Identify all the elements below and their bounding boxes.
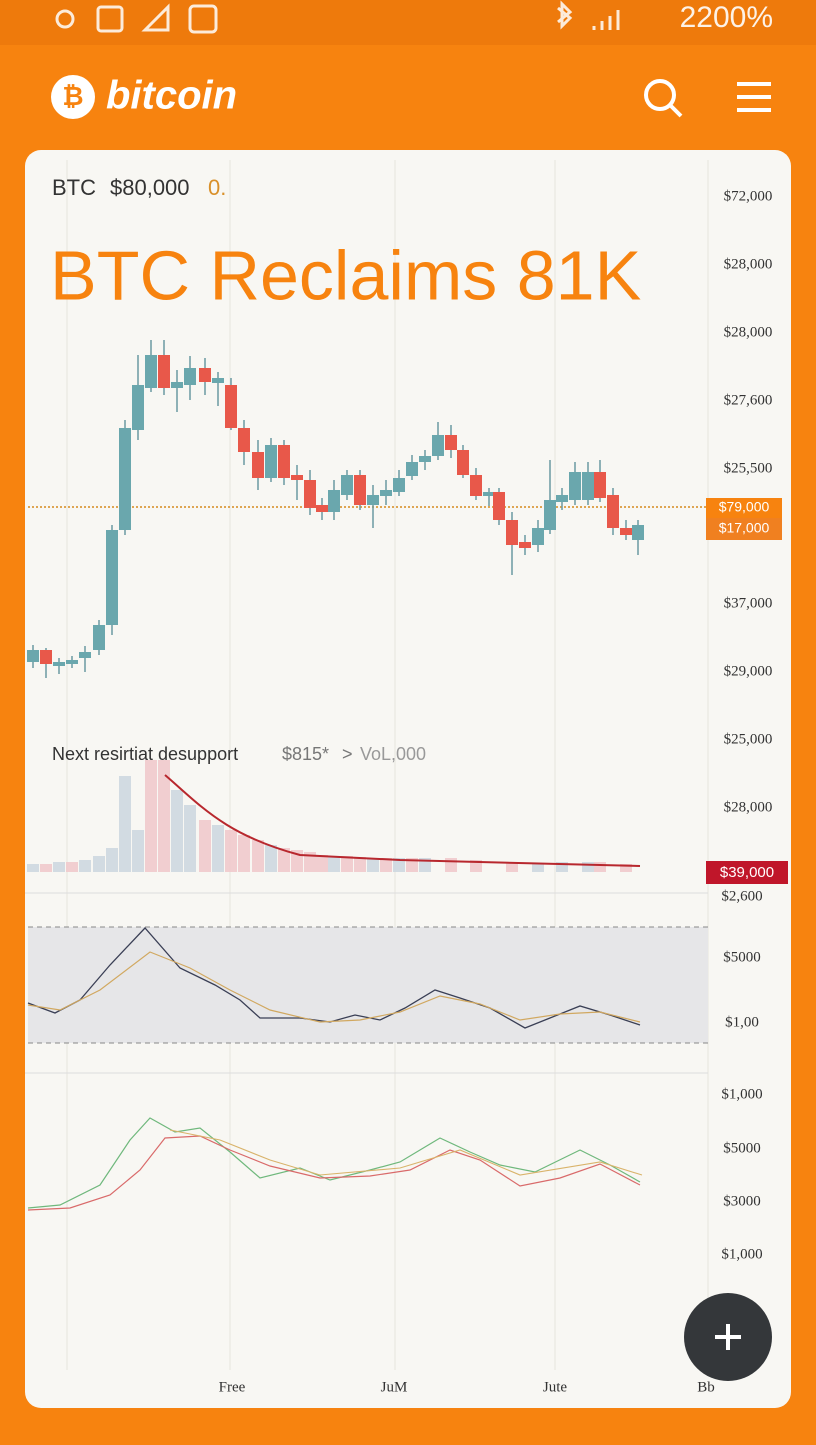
axis-label: $3000 <box>723 1193 761 1209</box>
axis-label: $1,00 <box>725 1014 759 1030</box>
icon <box>55 9 75 29</box>
signal-line <box>27 951 641 1023</box>
time-label: Free <box>219 1379 246 1395</box>
support-label: Next resirtiat desupport <box>52 744 238 764</box>
axis-label: $25,000 <box>724 731 773 747</box>
time-label: Bb <box>697 1379 715 1395</box>
oscillator-line <box>27 927 641 1029</box>
menu-button[interactable] <box>737 82 771 112</box>
axis-label: $2,600 <box>721 888 762 904</box>
volume-bars <box>27 776 594 872</box>
axis-label: $25,500 <box>724 460 773 476</box>
logo-icon <box>51 75 95 119</box>
axis-label: $28,000 <box>724 799 773 815</box>
add-icon <box>715 1324 741 1350</box>
icon <box>188 4 218 34</box>
grid <box>25 160 709 1370</box>
price: $80,000 <box>110 175 190 200</box>
search-button[interactable] <box>644 79 683 118</box>
price-tag <box>706 498 782 518</box>
indicator-line-b <box>27 1135 641 1211</box>
price-tag-label: $79,000 <box>719 499 770 515</box>
status-bar <box>0 0 816 45</box>
volume-bars-down <box>40 760 632 872</box>
logo-text: bitcoin <box>106 74 237 118</box>
card <box>25 150 791 1408</box>
icon <box>557 0 573 30</box>
axis-label: $5000 <box>723 1140 761 1156</box>
support-value: $815* <box>282 744 329 764</box>
status-icons <box>55 0 620 34</box>
axis-label: $29,000 <box>724 663 773 679</box>
logo-glyph: ₿ <box>62 81 83 111</box>
price-tag <box>706 861 788 884</box>
axis-label: $72,000 <box>724 188 773 204</box>
price-axis: $72,000 $28,000 $28,000 $27,600 $25,500 … <box>721 188 772 1262</box>
axis-label: $37,000 <box>724 595 773 611</box>
icon <box>592 10 620 30</box>
axis-label: $27,600 <box>724 392 773 408</box>
support-arrow: > <box>342 744 353 764</box>
axis-label: $28,000 <box>724 256 773 272</box>
ticker: BTC <box>52 175 96 200</box>
volume-label: VoL,000 <box>360 744 426 764</box>
grid-lines <box>66 160 709 1370</box>
time-label: Jute <box>543 1379 568 1395</box>
icon <box>141 3 170 32</box>
candles-up <box>27 355 644 666</box>
battery: 2200% <box>680 1 773 34</box>
icon <box>96 5 124 33</box>
change: 0. <box>208 175 226 200</box>
oscillator-band <box>28 927 708 1043</box>
time-label: JuM <box>381 1379 408 1395</box>
price-tag-label: $39,000 <box>720 864 774 881</box>
axis-label: $1,000 <box>721 1246 762 1262</box>
axis-label: $28,000 <box>724 324 773 340</box>
axis-label: $5000 <box>723 949 761 965</box>
price-tag-label: $17,000 <box>719 520 770 536</box>
axis-label: $1,000 <box>721 1086 762 1102</box>
headline: BTC Reclaims 81K <box>50 236 641 314</box>
price-tag <box>706 518 782 540</box>
indicator-line-c <box>169 1129 643 1176</box>
pane-dividers <box>25 892 708 1074</box>
volume-average <box>164 774 641 867</box>
